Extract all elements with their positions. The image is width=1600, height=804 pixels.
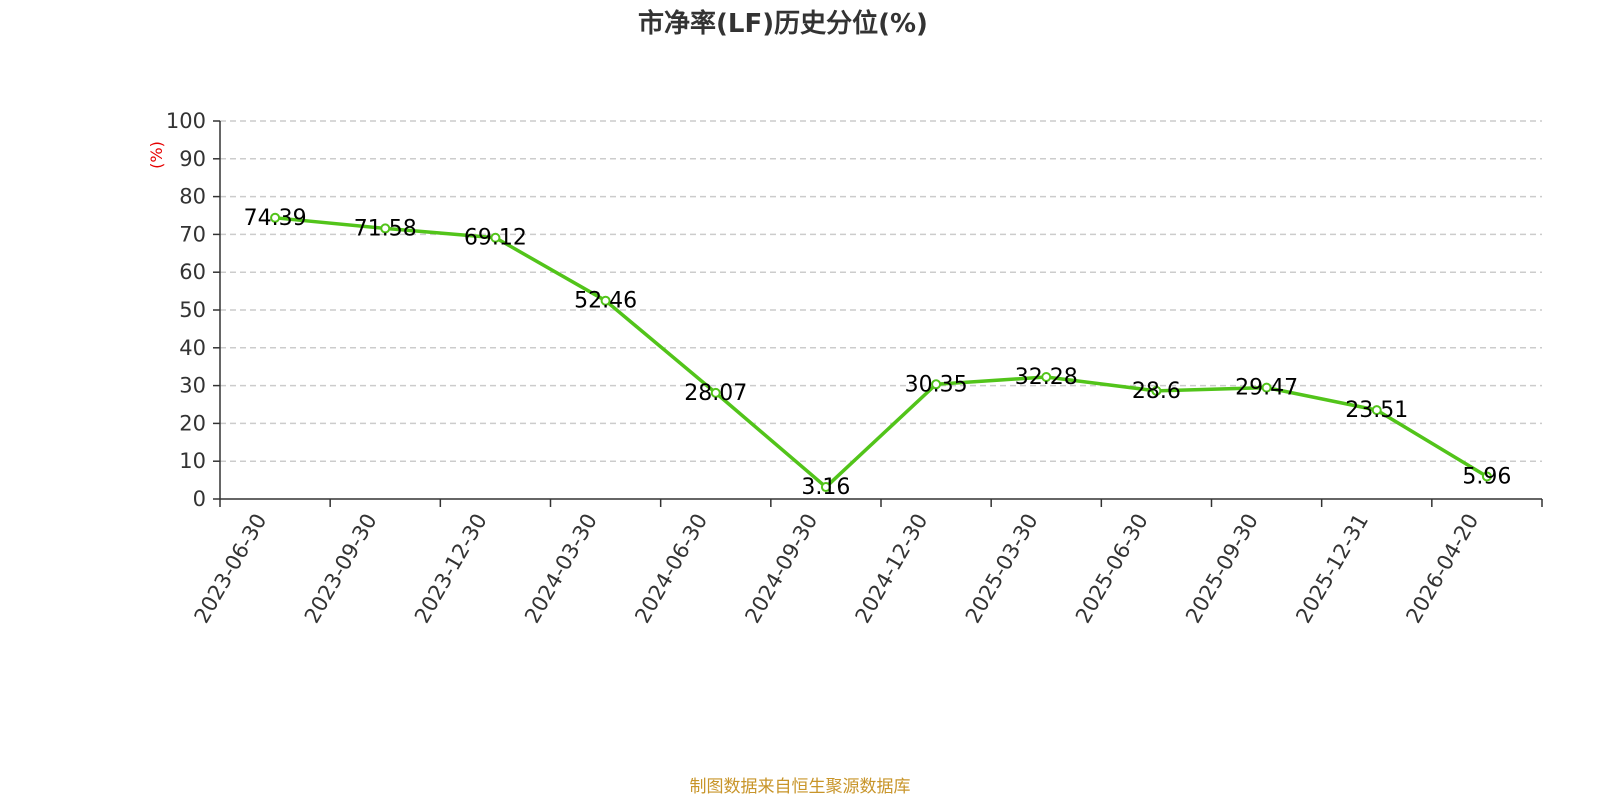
y-tick-label: 10	[179, 449, 206, 473]
data-point	[1151, 385, 1162, 396]
series-lines	[273, 216, 1489, 489]
data-point	[820, 482, 831, 493]
data-point	[600, 295, 611, 306]
data-points	[270, 212, 1492, 493]
y-tick-label: 40	[179, 336, 206, 360]
x-tick-label: 2024-12-30	[851, 510, 933, 628]
x-tick-label: 2025-06-30	[1071, 510, 1153, 628]
x-tick-labels: 2023-06-30 2023-09-30 2023-12-30 2024-03-30…	[190, 510, 1484, 628]
y-axis-label: (%)	[147, 141, 166, 169]
x-tick-label: 2026-04-20	[1401, 510, 1483, 628]
data-label: 71.58	[354, 216, 417, 241]
data-label: 32.28	[1015, 365, 1078, 390]
data-point	[1041, 371, 1052, 382]
data-labels: 74.39 71.58 69.12 52.46 28.07 3.16 30.35 32.28 2…	[244, 206, 1512, 500]
data-label: 5.96	[1462, 464, 1511, 489]
y-tick-label: 100	[166, 109, 206, 133]
data-point	[490, 232, 501, 243]
data-point	[380, 223, 391, 234]
data-label: 52.46	[574, 289, 637, 314]
y-tick-label: 90	[179, 147, 206, 171]
y-tick-label: 20	[179, 411, 206, 435]
data-label: 28.07	[684, 381, 747, 406]
y-tick-label: 30	[179, 374, 206, 398]
series-line	[273, 216, 1489, 489]
x-tick-label: 2024-09-30	[740, 510, 822, 628]
data-label: 74.39	[244, 206, 307, 231]
data-point	[710, 387, 721, 398]
x-tick-label: 2025-03-30	[961, 510, 1043, 628]
chart-title: 市净率(LF)历史分位(%)	[638, 8, 928, 39]
x-tick-label: 2024-03-30	[520, 510, 602, 628]
data-point	[1261, 382, 1272, 393]
y-tick-label: 80	[179, 185, 206, 209]
data-label: 3.16	[801, 475, 850, 500]
data-label: 69.12	[464, 226, 527, 251]
data-label: 23.51	[1345, 398, 1408, 423]
source-footer: 制图数据来自恒生聚源数据库	[690, 777, 911, 797]
grid-lines	[220, 120, 1542, 462]
data-point	[931, 379, 942, 390]
y-tick-label: 50	[179, 298, 206, 322]
data-label: 30.35	[905, 372, 968, 397]
data-point	[1481, 471, 1492, 482]
x-tick-label: 2023-06-30	[190, 510, 272, 628]
data-label: 29.47	[1235, 376, 1298, 401]
axes	[213, 120, 1543, 507]
y-tick-label: 60	[179, 260, 206, 284]
x-tick-label: 2023-09-30	[300, 510, 382, 628]
data-point	[270, 212, 281, 223]
x-tick-label: 2023-12-30	[410, 510, 492, 628]
y-tick-labels: 0 10 20 30 40 50 60 70 80 90 100	[166, 109, 206, 511]
y-tick-label: 70	[179, 222, 206, 246]
data-label: 28.6	[1132, 379, 1181, 404]
x-tick-label: 2024-06-30	[630, 510, 712, 628]
x-tick-label: 2025-12-31	[1291, 510, 1373, 628]
data-point	[1371, 405, 1382, 416]
x-tick-label: 2025-09-30	[1181, 510, 1263, 628]
y-tick-label: 0	[193, 487, 206, 511]
